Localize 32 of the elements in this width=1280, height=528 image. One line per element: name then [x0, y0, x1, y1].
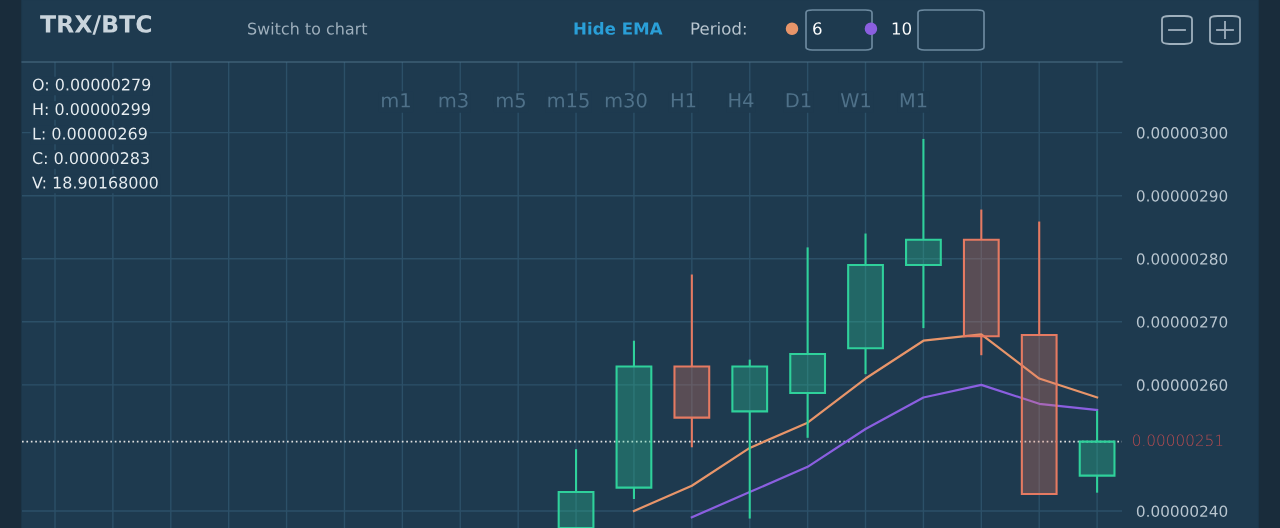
- annotation: O: 0.00000279: [32, 78, 151, 91]
- annotation: W1: [840, 93, 870, 108]
- text: Period:: [691, 21, 746, 35]
- annotation: M1: [900, 93, 927, 108]
- y-tick-label: 0.00000270: [1136, 316, 1228, 328]
- legend-label: 10: [892, 22, 912, 35]
- candlestick: [847, 232, 884, 376]
- ref-line-label: 0.00000251: [1133, 434, 1223, 447]
- annotation: m1: [382, 93, 410, 108]
- annotation: C: 0.00000283: [32, 152, 149, 165]
- candlestick: [962, 208, 1000, 357]
- y-tick-label: 0.00000280: [1136, 253, 1228, 265]
- y-tick-label: 0.00000240: [1136, 505, 1228, 517]
- annotation: L: 0.00000269: [33, 127, 147, 140]
- text: Switch to chart: [248, 22, 368, 35]
- chart-title: TRX/BTC: [40, 14, 152, 35]
- annotation: m15: [548, 93, 589, 108]
- annotation: D1: [786, 93, 811, 108]
- annotation: H: 0.00000299: [33, 103, 150, 116]
- y-tick-label: 0.00000300: [1136, 127, 1228, 139]
- line-series: [690, 383, 1099, 519]
- annotation: m30: [605, 92, 647, 108]
- y-tick-label: 0.00000290: [1136, 190, 1228, 202]
- text: Hide EMA: [574, 21, 663, 35]
- line-series: [632, 333, 1099, 513]
- annotation: H4: [729, 93, 754, 108]
- annotation: V: 18.90168000: [32, 176, 158, 189]
- y-tick-label: 0.00000260: [1136, 379, 1228, 391]
- annotation: m3: [439, 92, 468, 108]
- legend-label: 6: [813, 22, 822, 35]
- annotation: H1: [671, 93, 696, 108]
- annotation: m5: [497, 93, 525, 108]
